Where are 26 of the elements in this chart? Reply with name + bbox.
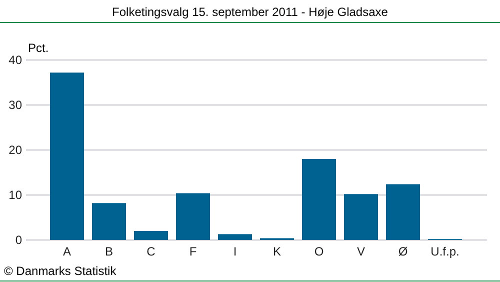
bar <box>176 193 210 240</box>
x-tick-label: Ø <box>398 244 408 259</box>
chart-title: Folketingsvalg 15. september 2011 - Høje Gladsaxe <box>112 5 388 19</box>
bar <box>92 203 126 240</box>
y-tick-label: 30 <box>8 98 22 112</box>
x-tick-label: V <box>356 244 366 259</box>
bar <box>344 194 378 240</box>
x-tick-label: F <box>189 244 197 259</box>
x-tick-label: U.f.p. <box>430 244 460 259</box>
bar <box>302 159 336 240</box>
x-tick-label: O <box>314 244 324 259</box>
y-tick-label: 0 <box>15 232 22 247</box>
text: © Danmarks Statistik <box>4 264 118 278</box>
x-tick-label: A <box>62 244 72 259</box>
y-tick-label: 40 <box>8 52 22 67</box>
bar <box>50 72 84 240</box>
x-tick-label: C <box>146 244 156 259</box>
y-axis-title: Pct. <box>28 41 49 55</box>
x-tick-label: K <box>272 244 282 259</box>
bar <box>386 184 420 240</box>
y-tick-label: 20 <box>8 142 22 157</box>
x-tick-label: I <box>233 244 237 259</box>
x-tick-label: B <box>104 244 114 259</box>
bar <box>134 231 168 240</box>
y-tick-label: 10 <box>8 188 22 202</box>
bar <box>218 234 252 240</box>
